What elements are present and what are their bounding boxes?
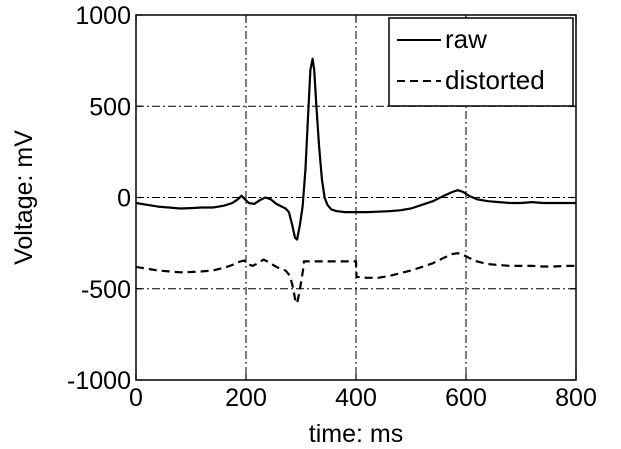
y-tick-label: -500 [81, 276, 131, 304]
y-tick-label: -1000 [67, 367, 131, 395]
y-tick-label: 1000 [75, 2, 131, 30]
x-axis-label: time: ms [309, 420, 403, 448]
y-axis-label: Voltage: mV [10, 130, 38, 265]
series-layer [135, 57, 576, 305]
x-tick-label: 600 [445, 384, 487, 412]
x-tick-label: 0 [129, 384, 143, 412]
legend-box [388, 17, 574, 107]
series-line-raw [135, 57, 576, 241]
y-tick-label: 500 [89, 93, 131, 121]
x-tick-label: 400 [335, 384, 377, 412]
legend: raw distorted [388, 17, 574, 107]
legend-label-distorted: distorted [445, 65, 545, 95]
x-tick-label: 800 [555, 384, 597, 412]
legend-label-raw: raw [445, 24, 487, 54]
series-line-distorted [135, 252, 576, 305]
tick-labels: 0 200 400 600 800 -1000 -500 0 500 1000 [67, 2, 597, 412]
y-tick-label: 0 [117, 185, 131, 213]
x-tick-label: 200 [225, 384, 267, 412]
axis-ticks [135, 14, 577, 381]
